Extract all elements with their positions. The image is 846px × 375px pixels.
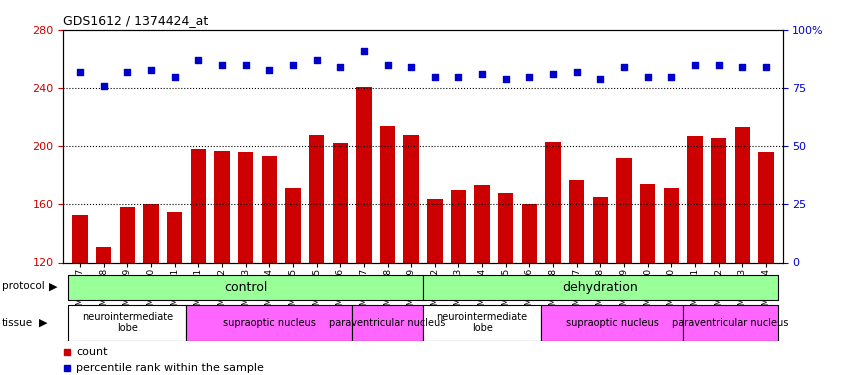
Bar	[522, 204, 537, 262]
Bar	[352, 304, 423, 340]
Point	[120, 69, 134, 75]
Bar	[69, 304, 186, 340]
Bar	[663, 188, 679, 262]
Bar	[711, 138, 727, 262]
Bar	[72, 214, 88, 262]
Point	[735, 64, 749, 70]
Bar	[69, 275, 423, 300]
Point	[689, 62, 702, 68]
Point	[215, 62, 228, 68]
Bar	[684, 304, 777, 340]
Text: paraventricular nucleus: paraventricular nucleus	[673, 318, 788, 327]
Text: paraventricular nucleus: paraventricular nucleus	[329, 318, 446, 327]
Bar	[332, 143, 348, 262]
Point	[286, 62, 299, 68]
Point	[452, 74, 465, 80]
Text: dehydration: dehydration	[563, 281, 638, 294]
Point	[333, 64, 347, 70]
Point	[499, 76, 513, 82]
Point	[547, 71, 560, 77]
Text: GDS1612 / 1374424_at: GDS1612 / 1374424_at	[63, 15, 208, 27]
Point	[168, 74, 181, 80]
Bar	[640, 184, 656, 262]
Point	[475, 71, 489, 77]
Bar	[541, 304, 684, 340]
Bar	[119, 207, 135, 262]
Bar	[143, 204, 159, 262]
Text: count: count	[76, 347, 108, 357]
Bar	[190, 149, 206, 262]
Bar	[593, 197, 608, 262]
Bar	[423, 275, 777, 300]
Text: supraoptic nucleus: supraoptic nucleus	[222, 318, 316, 327]
Text: ▶: ▶	[39, 318, 47, 327]
Text: control: control	[224, 281, 267, 294]
Text: supraoptic nucleus: supraoptic nucleus	[566, 318, 659, 327]
Bar	[498, 193, 514, 262]
Text: percentile rank within the sample: percentile rank within the sample	[76, 363, 264, 373]
Bar	[186, 304, 352, 340]
Bar	[285, 188, 300, 262]
Bar	[309, 135, 324, 262]
Point	[712, 62, 726, 68]
Text: protocol: protocol	[2, 281, 45, 291]
Point	[523, 74, 536, 80]
Point	[404, 64, 418, 70]
Point	[357, 48, 371, 54]
Bar	[356, 87, 371, 262]
Point	[97, 83, 111, 89]
Bar	[261, 156, 277, 262]
Point	[594, 76, 607, 82]
Bar	[214, 151, 229, 262]
Bar	[404, 135, 419, 262]
Point	[665, 74, 678, 80]
Bar	[96, 246, 112, 262]
Text: neurointermediate
lobe: neurointermediate lobe	[437, 312, 528, 333]
Point	[381, 62, 394, 68]
Bar	[427, 199, 442, 262]
Point	[262, 66, 276, 72]
Bar	[451, 190, 466, 262]
Point	[759, 64, 772, 70]
Point	[239, 62, 252, 68]
Text: ▶: ▶	[49, 281, 58, 291]
Point	[310, 57, 323, 63]
Point	[618, 64, 631, 70]
Bar	[617, 158, 632, 262]
Point	[428, 74, 442, 80]
Bar	[569, 180, 585, 262]
Bar	[687, 136, 703, 262]
Bar	[546, 142, 561, 262]
Bar	[423, 304, 541, 340]
Point	[191, 57, 205, 63]
Point	[74, 69, 87, 75]
Point	[144, 66, 157, 72]
Text: tissue: tissue	[2, 318, 33, 327]
Text: neurointermediate
lobe: neurointermediate lobe	[82, 312, 173, 333]
Point	[641, 74, 655, 80]
Point	[570, 69, 584, 75]
Bar	[475, 186, 490, 262]
Bar	[734, 128, 750, 262]
Bar	[758, 152, 774, 262]
Bar	[238, 152, 253, 262]
Bar	[380, 126, 395, 262]
Bar	[167, 211, 183, 262]
